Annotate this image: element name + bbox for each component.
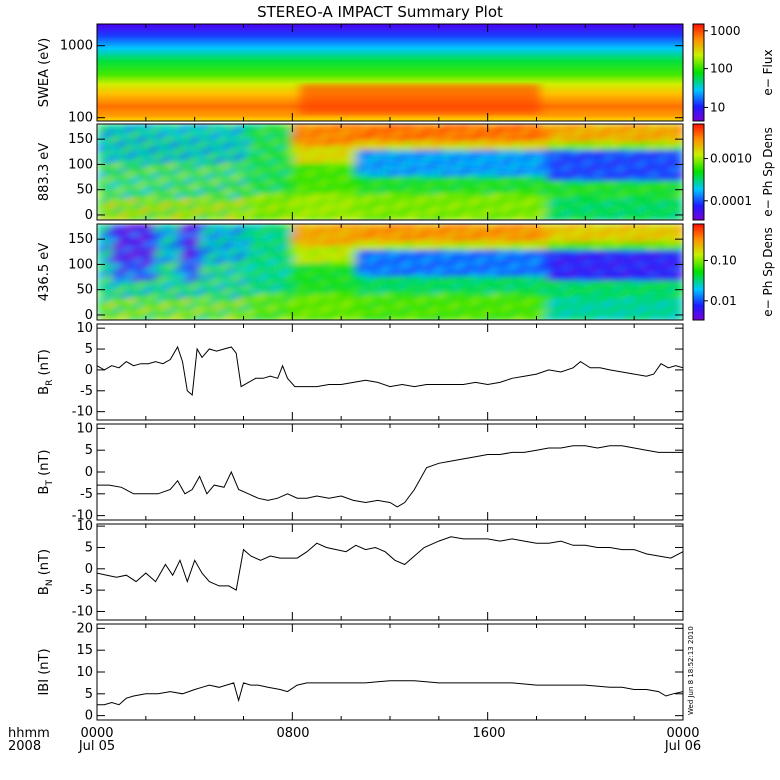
heatmap-1 [97,124,683,220]
y-tick-label: 100 [68,111,93,126]
colorbar-tick-label: 0.0010 [710,152,752,166]
y-tick-label: 50 [76,183,93,198]
y-tick-label: 0 [85,465,93,480]
footer-year: 2008 [8,739,41,754]
y-axis-label-1: 883.3 eV [37,143,52,201]
y-tick-label: 10 [76,421,93,436]
panel-2: 0.01 0.10 e− Ph Sp Dens 0 50 100 150 436.5 eV [37,223,775,323]
series-line-4 [97,445,683,508]
y-axis-label-3: BR (nT) [37,349,55,395]
y-tick-label: 5 [85,443,93,458]
heatmap-0 [97,24,683,121]
y-tick-label: 10 [76,321,93,336]
heatmap-2 [97,224,683,320]
panel-5: -10 -5 0 5 10 BN (nT) [37,519,684,621]
timestamp-stamp: Wed Jun 8 18:52:13 2010 [687,626,695,715]
y-tick-label: -5 [80,384,93,399]
colorbar-tick-label: 100 [710,62,733,76]
y-tick-label: -5 [80,487,93,502]
y-tick-label: -5 [80,583,93,598]
panel-frame [96,523,684,621]
y-tick-label: -10 [72,604,93,619]
panel-1: 0.0001 0.0010 e− Ph Sp Dens 0 50 100 150 883.3 … [37,123,775,223]
y-tick-label: 150 [68,232,93,247]
y-tick-label: 15 [76,643,93,658]
series-line-3 [97,345,683,396]
y-tick-label: 1000 [60,39,93,54]
y-tick-label: 0 [85,709,93,724]
colorbar-tick-label: 0.10 [710,253,737,267]
y-tick-label: 0 [85,308,93,323]
colorbar-tick-label: 0.01 [710,294,737,308]
colorbar-tick-label: 1000 [710,24,741,38]
series-line-5 [97,536,683,591]
y-tick-label: 50 [76,283,93,298]
y-tick-label: 5 [85,540,93,555]
colorbar-label-0: e− Flux [761,49,775,95]
y-axis-label-4: BT (nT) [37,450,55,495]
y-tick-label: 10 [76,519,93,534]
x-tick-label-3: 0000 [666,726,699,741]
panel-frame [96,423,684,521]
y-axis-label-6: IBI (nT) [37,648,52,695]
panel-6: 0 5 10 15 20 IBI (nT) [37,621,684,724]
y-axis-label-0: SWEA (eV) [37,38,52,107]
y-axis-label-2: 436.5 eV [37,243,52,301]
x-tick-label-2: 1600 [472,726,505,741]
x-date-label-1: Jul 06 [664,739,701,754]
colorbar-label-2: e− Ph Sp Dens [761,227,775,316]
y-tick-label: 20 [76,621,93,636]
colorbar-label-1: e− Ph Sp Dens [761,127,775,216]
footer-hhmm: hhmm [8,726,50,741]
y-tick-label: -10 [72,509,93,524]
panel-4: -10 -5 0 5 10 BT (nT) [37,421,684,524]
panel-frame [96,623,684,721]
series-line-6 [97,680,683,706]
y-tick-label: 0 [85,208,93,223]
colorbar-tick-label: 0.0001 [710,194,752,208]
x-axis-footer: hhmm 2008 0000 0800 1600 0000 Jul 05 Jul… [8,726,701,754]
y-tick-label: -10 [72,405,93,420]
x-date-label-0: Jul 05 [78,739,115,754]
y-axis-label-5: BN (nT) [37,549,55,595]
y-tick-label: 5 [85,342,93,357]
colorbar-2 [692,223,705,321]
panel-frame [96,323,684,421]
panel-3: -10 -5 0 5 10 BR (nT) [37,321,684,421]
x-tick-label-1: 0800 [276,726,309,741]
y-tick-label: 0 [85,562,93,577]
y-tick-label: 100 [68,157,93,172]
x-tick-label-0: 0000 [80,726,113,741]
colorbar-0 [692,23,705,122]
y-tick-label: 10 [76,665,93,680]
y-tick-label: 5 [85,687,93,702]
y-tick-label: 0 [85,363,93,378]
plot-title: STEREO-A IMPACT Summary Plot [257,3,503,21]
colorbar-1 [692,123,705,221]
panel-0: 10 100 1000 e− Flux 100 1000 SWEA (eV) [37,23,775,126]
y-tick-label: 150 [68,132,93,147]
y-tick-label: 100 [68,257,93,272]
colorbar-tick-label: 10 [710,100,725,114]
